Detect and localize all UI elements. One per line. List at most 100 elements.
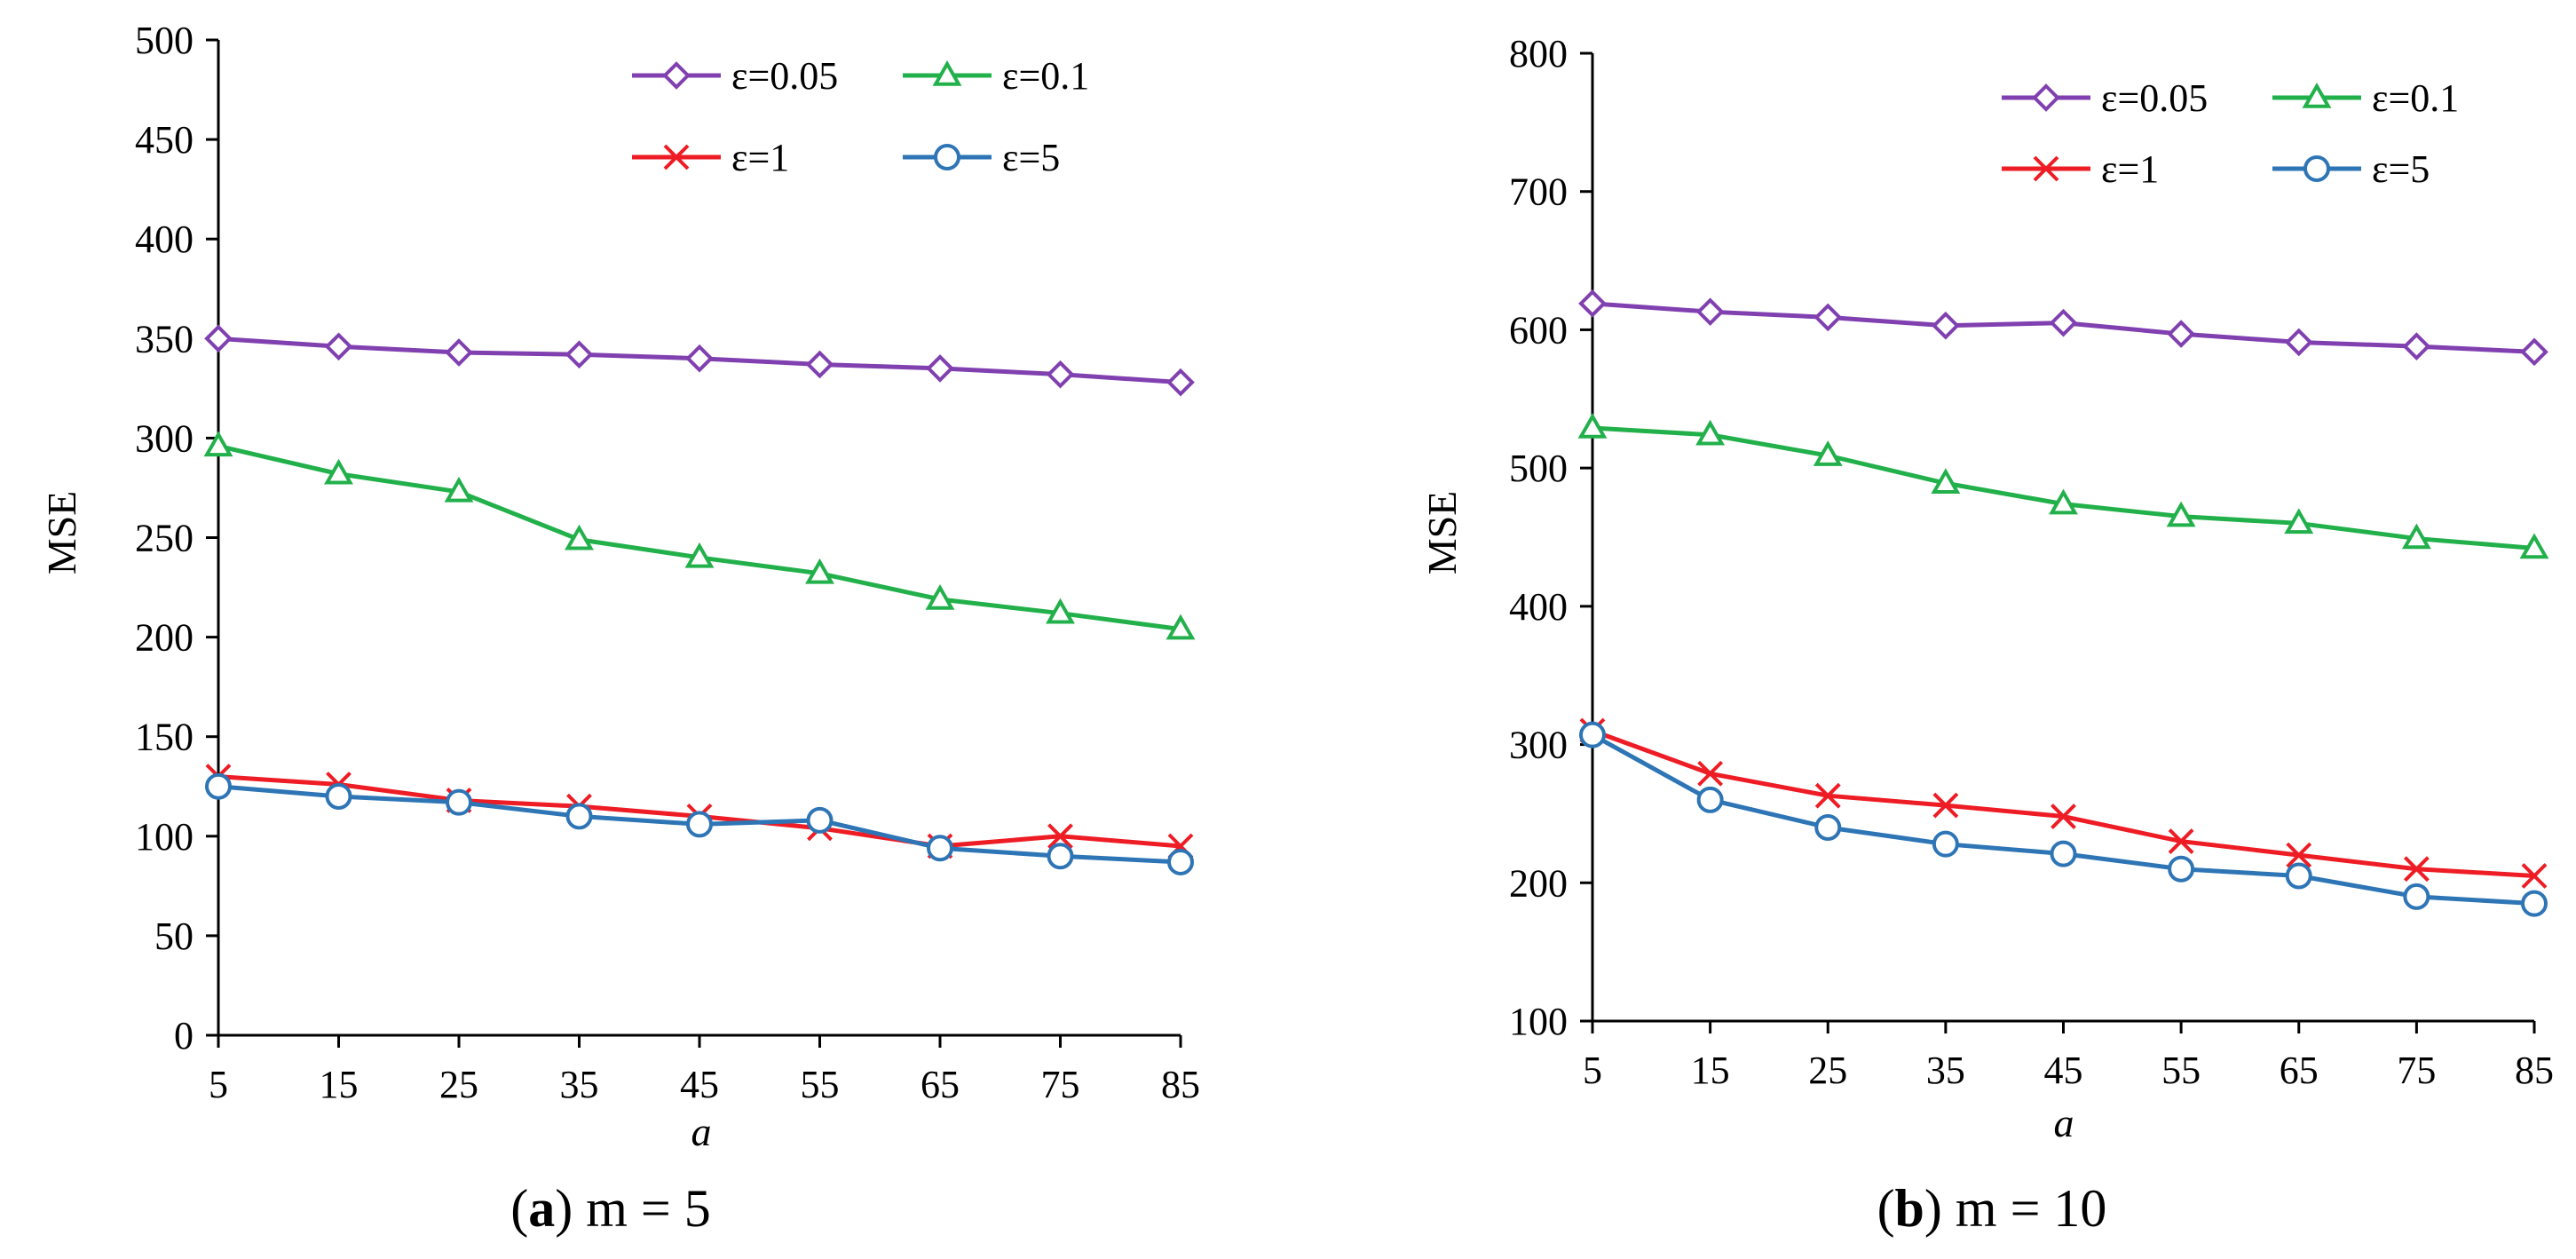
circle-marker <box>2403 883 2430 910</box>
axes: 100 200 300 400 500 600 700 800 5 15 25 35 45 55 65 75 8… <box>1509 32 2554 1092</box>
circle-marker <box>1167 848 1194 875</box>
legend-item: ε=5 <box>2272 147 2430 191</box>
x-tick-label: 25 <box>1808 1049 1847 1092</box>
series-diamond <box>204 324 1195 397</box>
diamond-marker <box>1046 360 1075 389</box>
triangle-marker <box>444 476 474 503</box>
series-layer <box>1577 289 2549 917</box>
y-tick-label: 50 <box>154 915 194 958</box>
series-line <box>217 443 1181 632</box>
x-tick-label: 35 <box>1926 1049 1965 1092</box>
y-tick-label: 400 <box>1509 585 1568 629</box>
caption-letter: b <box>1895 1179 1924 1238</box>
circle-marker <box>1047 843 1074 870</box>
x-marker-stroke <box>2521 863 2548 889</box>
legend-item: ε=5 <box>903 136 1060 179</box>
y-tick-label: 700 <box>1509 170 1568 214</box>
diamond-marker <box>2032 83 2060 112</box>
x-marker-stroke <box>2168 828 2194 854</box>
triangle-marker <box>565 524 594 550</box>
legend-label: ε=5 <box>1002 136 1060 179</box>
legend-label: ε=5 <box>2372 147 2430 191</box>
legend: ε=0.05 ε=0.1 ε=1 ε=5 <box>632 54 1089 179</box>
x-marker <box>1932 792 1959 819</box>
legend-item: ε=0.1 <box>903 54 1089 98</box>
panel-caption: (b) m = 10 <box>1877 1179 2107 1238</box>
legend-item: ε=0.1 <box>2272 76 2459 120</box>
series-triangle <box>203 431 1196 640</box>
y-tick-label: 800 <box>1509 32 1568 75</box>
legend-label: ε=1 <box>2101 147 2159 191</box>
circle-marker <box>1579 721 1606 748</box>
y-tick-label: 300 <box>1509 724 1568 767</box>
x-tick-label: 65 <box>2280 1049 2319 1092</box>
circle-marker <box>565 803 593 830</box>
series-circle <box>1579 721 2548 917</box>
x-marker <box>2033 155 2059 182</box>
diamond-marker <box>1813 303 1843 332</box>
diamond-marker <box>805 350 834 379</box>
triangle-marker <box>925 583 955 610</box>
diamond-marker <box>565 340 594 369</box>
diamond-marker <box>1166 368 1195 397</box>
x-tick-label: 35 <box>560 1063 599 1106</box>
x-marker-stroke <box>1697 760 1724 787</box>
series-circle <box>205 772 1194 875</box>
x-tick-label: 5 <box>209 1063 228 1106</box>
y-tick-label: 150 <box>135 716 194 759</box>
legend-item: ε=0.05 <box>2002 76 2208 120</box>
triangle-marker <box>684 542 715 568</box>
y-tick-label: 300 <box>135 416 194 460</box>
diamond-marker <box>1932 311 1960 340</box>
diamond-marker <box>926 354 954 383</box>
diamond-marker <box>1695 297 1725 327</box>
circle-marker <box>2285 862 2312 890</box>
x-marker <box>1047 823 1073 850</box>
triangle-marker <box>324 458 353 485</box>
x-marker <box>663 144 690 170</box>
y-tick-label: 350 <box>135 317 194 360</box>
legend: ε=0.05 ε=0.1 ε=1 ε=5 <box>2002 76 2459 191</box>
axes: 0 50 100 150 200 250 300 350 400 450 500 5 15 25 35 45 5… <box>135 19 1200 1106</box>
x-marker-stroke <box>2286 842 2312 868</box>
triangle-marker <box>2284 508 2314 534</box>
triangle-marker <box>2166 501 2196 527</box>
circle-marker <box>927 835 953 862</box>
panel-caption: (a) m = 5 <box>510 1179 710 1238</box>
x-tick-label: 55 <box>2161 1049 2201 1092</box>
x-tick-label: 65 <box>921 1063 960 1106</box>
caption-letter: a <box>528 1179 555 1238</box>
x-marker <box>1697 760 1724 787</box>
diamond-marker <box>445 338 473 367</box>
y-tick-label: 500 <box>135 19 194 62</box>
circle-marker <box>2168 855 2195 883</box>
circle-marker <box>325 782 352 810</box>
y-tick-label: 100 <box>1509 1000 1568 1043</box>
triangle-marker <box>1931 468 1961 495</box>
circle-marker <box>446 788 472 816</box>
series-triangle <box>1577 412 2549 559</box>
x-tick-label: 55 <box>801 1063 840 1106</box>
diamond-marker <box>324 332 353 361</box>
series-diamond <box>1578 289 2548 367</box>
triangle-marker <box>203 431 233 457</box>
x-tick-label: 5 <box>1583 1049 1602 1092</box>
circle-marker <box>2521 890 2548 917</box>
caption-text: ) m = 5 <box>555 1179 711 1238</box>
circle-marker <box>934 144 960 170</box>
x-tick-label: 45 <box>680 1063 719 1106</box>
y-tick-label: 0 <box>174 1014 194 1057</box>
legend-item: ε=0.05 <box>632 54 838 98</box>
x-marker-stroke <box>2033 155 2059 182</box>
chart-panel-a: MSE a (a) m = 5 0 50 100 150 200 250 300 350 400… <box>39 19 1200 1238</box>
diamond-marker <box>2049 308 2078 337</box>
circle-marker <box>1696 786 1724 813</box>
legend-item: ε=1 <box>632 136 789 179</box>
y-tick-label: 250 <box>135 517 194 560</box>
x-tick-label: 45 <box>2044 1049 2083 1092</box>
series-layer <box>203 324 1196 875</box>
diamond-marker <box>1578 289 1607 318</box>
x-marker <box>2051 804 2076 829</box>
x-tick-label: 85 <box>2515 1049 2554 1092</box>
